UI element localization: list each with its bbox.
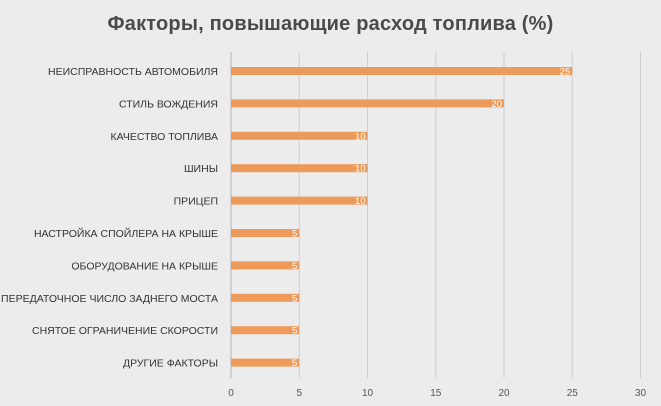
data-label: 5 <box>292 326 297 337</box>
category-label: ПЕРЕДАТОЧНОЕ ЧИСЛО ЗАДНЕГО МОСТА <box>1 293 218 305</box>
data-label: 5 <box>292 261 297 272</box>
bar <box>231 261 300 270</box>
bar <box>231 358 300 367</box>
category-label: ШИНЫ <box>184 163 218 175</box>
bar <box>231 196 368 205</box>
category-label: НАСТРОЙКА СПОЙЛЕРА НА КРЫШЕ <box>34 227 218 240</box>
data-label: 10 <box>355 131 366 142</box>
x-tick-label: 25 <box>567 388 579 399</box>
data-label: 5 <box>292 293 297 304</box>
data-label: 5 <box>292 358 297 369</box>
bars-layer <box>231 67 573 367</box>
category-label: СТИЛЬ ВОЖДЕНИЯ <box>119 98 218 110</box>
category-label: НЕИСПРАВНОСТЬ АВТОМОБИЛЯ <box>48 66 218 78</box>
bar <box>231 67 573 75</box>
data-label: 5 <box>292 229 297 240</box>
data-label: 20 <box>491 99 502 110</box>
bar <box>231 326 300 335</box>
category-label: ОБОРУДОВАНИЕ НА КРЫШЕ <box>71 260 218 272</box>
bar <box>231 131 368 140</box>
bar <box>231 229 300 237</box>
category-label: СНЯТОЕ ОГРАНИЧЕНИЕ СКОРОСТИ <box>32 325 218 337</box>
x-tick-label: 5 <box>296 388 302 399</box>
x-tick-label: 0 <box>228 388 234 399</box>
bar <box>231 164 368 173</box>
data-label: 10 <box>355 164 366 175</box>
category-label: КАЧЕСТВО ТОПЛИВА <box>111 131 218 143</box>
x-tick-label: 15 <box>430 388 442 399</box>
data-label: 25 <box>560 67 571 78</box>
x-tick-label: 10 <box>362 388 374 399</box>
labels-layer: 0 5 10 15 20 25 30 НЕИСПРАВНОСТЬ АВТОМОБИЛЯ 25 СТ… <box>1 66 646 399</box>
bar <box>231 99 504 108</box>
data-label: 10 <box>355 196 366 207</box>
chart-title: Факторы, повышающие расход топлива (%) <box>107 13 554 35</box>
x-tick-label: 30 <box>635 388 647 399</box>
bar <box>231 293 300 302</box>
category-label: ПРИЦЕП <box>174 196 218 208</box>
grid-layer <box>230 52 641 378</box>
x-tick-label: 20 <box>498 388 510 399</box>
category-label: ДРУГИЕ ФАКТОРЫ <box>123 358 218 370</box>
